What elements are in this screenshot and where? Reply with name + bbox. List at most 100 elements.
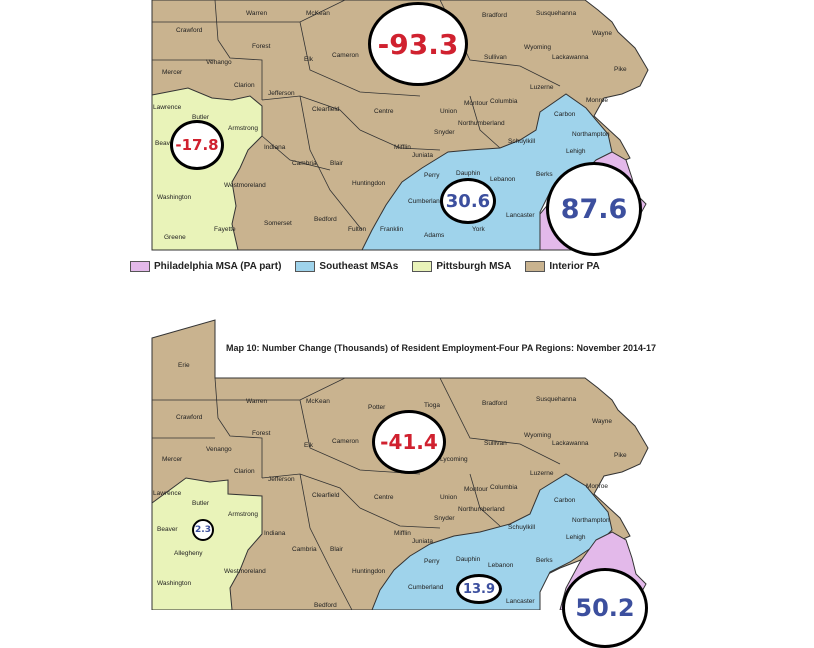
legend-swatch — [412, 261, 433, 272]
county-label: Warren — [246, 10, 268, 17]
philadelphia-value: 50.2 — [575, 594, 635, 622]
legend-item-southeast: Southeast MSAs — [295, 261, 398, 272]
county-label: Wyoming — [524, 44, 552, 51]
county-label: Cumberland — [408, 198, 444, 205]
legend-swatch — [130, 261, 150, 272]
legend-label: Interior PA — [549, 261, 600, 272]
county-label: Montour — [464, 100, 488, 107]
county-label: Elk — [304, 56, 314, 63]
county-label: Armstrong — [228, 125, 258, 132]
county-label: Franklin — [380, 226, 404, 233]
county-label: Huntingdon — [352, 180, 386, 187]
county-label: Northumberland — [458, 120, 505, 127]
county-label: Carbon — [554, 497, 576, 504]
philadelphia-value: 87.6 — [560, 193, 628, 225]
county-label: Cambria — [292, 546, 317, 553]
legend-item-philadelphia: Philadelphia MSA (PA part) — [130, 261, 281, 272]
county-label: Allegheny — [174, 550, 203, 557]
county-label: Lehigh — [566, 534, 586, 541]
county-label: Sullivan — [484, 54, 507, 61]
county-label: Lackawanna — [552, 54, 589, 61]
county-label: Lawrence — [153, 104, 182, 111]
southeast-value: 13.9 — [462, 581, 496, 597]
county-label: Potter — [368, 404, 386, 411]
county-label: Blair — [330, 160, 344, 167]
county-label: Forest — [252, 43, 271, 50]
county-label: Luzerne — [530, 84, 554, 91]
county-label: Monroe — [586, 483, 609, 490]
county-label: Huntingdon — [352, 568, 386, 575]
interior-value: -93.3 — [377, 27, 459, 61]
county-label: Beaver — [157, 526, 178, 533]
county-label: Dauphin — [456, 556, 481, 563]
county-label: Northampton — [572, 131, 610, 138]
county-label: Adams — [424, 232, 445, 239]
county-label: Schuylkill — [508, 524, 536, 531]
county-label: Clarion — [234, 468, 255, 475]
county-label: McKean — [306, 398, 330, 405]
county-label: Luzerne — [530, 470, 554, 477]
county-label: Dauphin — [456, 170, 481, 177]
county-label: Mifflin — [394, 530, 411, 537]
southeast-value-circle: 13.9 — [456, 574, 502, 604]
legend-item-pittsburgh: Pittsburgh MSA — [412, 261, 511, 272]
county-label: Snyder — [434, 129, 455, 136]
county-label: Bradford — [482, 400, 507, 407]
county-label: Armstrong — [228, 511, 258, 518]
county-label: Perry — [424, 558, 440, 565]
southeast-value-circle: 30.6 — [440, 178, 496, 224]
county-label: Berks — [536, 171, 553, 178]
legend-label: Southeast MSAs — [319, 261, 399, 272]
county-label: Centre — [374, 494, 394, 501]
pittsburgh-value: -17.8 — [175, 136, 219, 154]
county-label: Susquehanna — [536, 10, 577, 17]
county-label: Butler — [192, 500, 209, 507]
county-label: Centre — [374, 108, 394, 115]
county-label: Clarion — [234, 82, 255, 89]
county-label: Beaver — [155, 140, 176, 147]
county-label: Indiana — [264, 530, 286, 537]
county-label: Fayette — [214, 226, 236, 233]
county-label: Crawford — [176, 27, 203, 34]
county-label: Snyder — [434, 515, 455, 522]
legend-item-interior: Interior PA — [525, 261, 600, 272]
county-label: Schuylkill — [508, 138, 536, 145]
county-label: Clearfield — [312, 106, 340, 113]
county-label: Columbia — [490, 98, 518, 105]
pittsburgh-value-circle: 2.3 — [192, 519, 214, 541]
county-label: Carbon — [554, 111, 576, 118]
map-1: Warren McKean Bradford Susquehanna Crawf… — [0, 0, 814, 256]
county-label: Cambria — [292, 160, 317, 167]
map-legend: Philadelphia MSA (PA part) Southeast MSA… — [130, 261, 600, 272]
map-2: Erie Warren McKean Potter Tioga Bradford… — [0, 318, 814, 648]
legend-label: Philadelphia MSA (PA part) — [154, 261, 282, 272]
county-label: Wayne — [592, 418, 612, 425]
county-label: Susquehanna — [536, 396, 577, 403]
interior-value-circle: -93.3 — [368, 2, 468, 86]
county-label: Indiana — [264, 144, 286, 151]
county-label: Venango — [206, 446, 232, 453]
county-label: Lebanon — [490, 176, 516, 183]
county-label: Lehigh — [566, 148, 586, 155]
interior-value: -41.4 — [380, 430, 438, 454]
county-label: Fulton — [348, 226, 367, 233]
county-label: Northampton — [572, 517, 610, 524]
legend-swatch — [295, 261, 316, 272]
county-label: Wyoming — [524, 432, 552, 439]
county-label: Berks — [536, 557, 553, 564]
county-label: Tioga — [424, 402, 441, 409]
county-label: Somerset — [264, 220, 292, 227]
county-label: Jefferson — [268, 476, 295, 483]
county-label: Mifflin — [394, 144, 411, 151]
county-label: Perry — [424, 172, 440, 179]
county-label: Juniata — [412, 152, 433, 159]
county-label: Lancaster — [506, 598, 535, 605]
county-label: Pike — [614, 452, 627, 459]
county-label: Crawford — [176, 414, 203, 421]
county-label: Washington — [157, 194, 192, 201]
county-label: York — [472, 226, 485, 233]
county-label: Westmoreland — [224, 182, 266, 189]
county-label: Wayne — [592, 30, 612, 37]
county-label: Elk — [304, 442, 314, 449]
county-label: Union — [440, 108, 457, 115]
